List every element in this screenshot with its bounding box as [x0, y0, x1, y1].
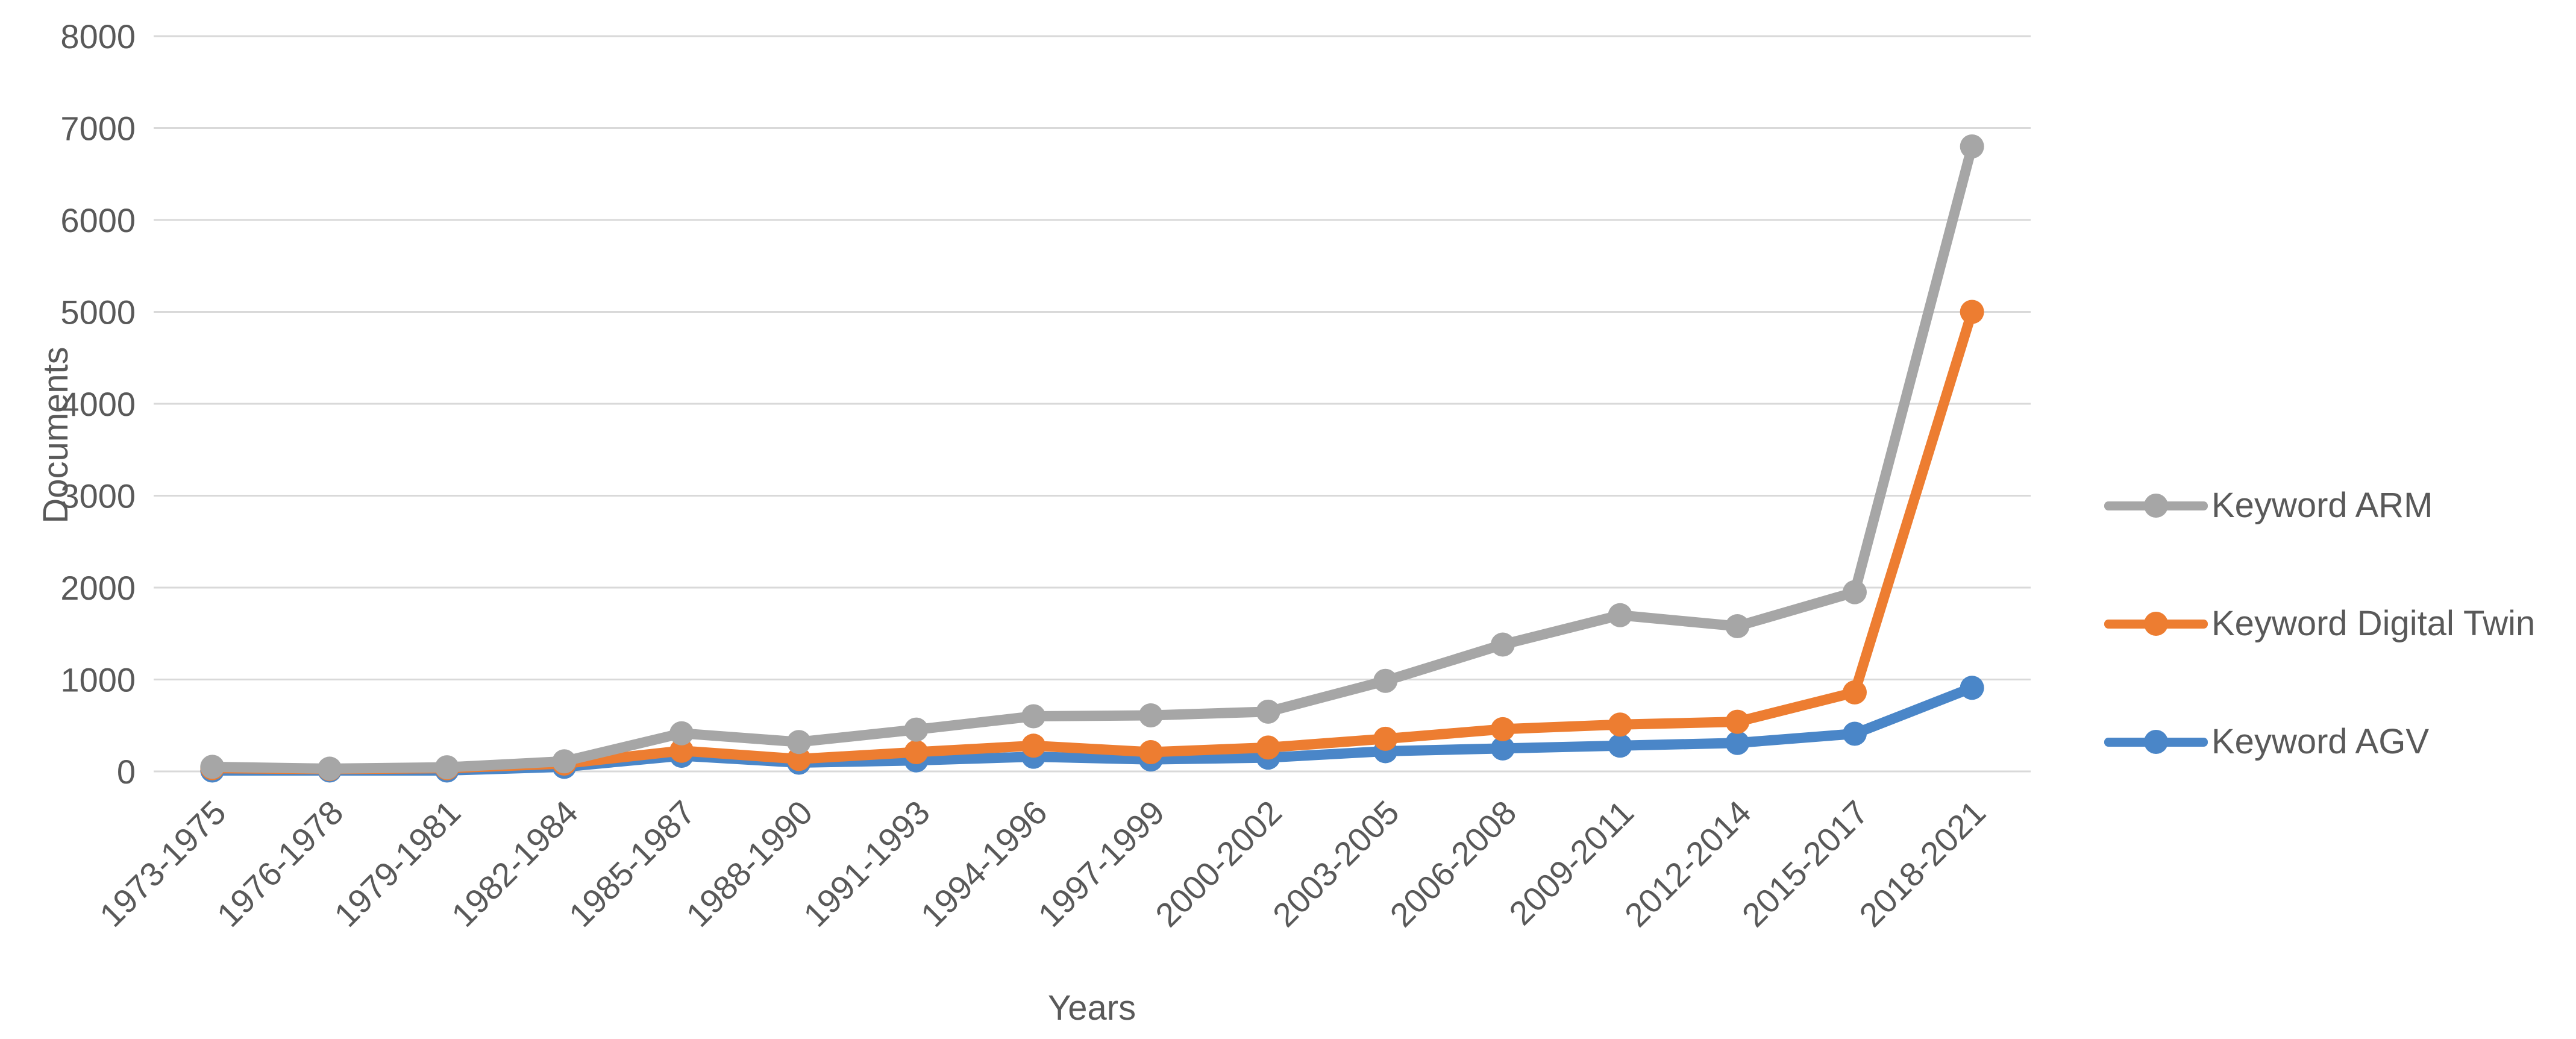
data-point-keyword-arm-2006-2008 — [1490, 632, 1515, 657]
data-point-keyword-arm-2018-2021 — [1960, 134, 1984, 159]
x-tick-label-1988-1990: 1988-1990 — [678, 793, 819, 934]
data-point-keyword-digital-twin-2006-2008 — [1490, 717, 1515, 741]
data-point-keyword-arm-1979-1981 — [434, 755, 459, 780]
legend-marker-line-dot — [2104, 729, 2208, 755]
x-tick-label-1979-1981: 1979-1981 — [327, 793, 468, 934]
data-point-keyword-digital-twin-1991-1993 — [904, 739, 929, 764]
data-point-keyword-arm-1982-1984 — [552, 749, 577, 774]
y-tick-label-5000: 5000 — [60, 293, 136, 331]
x-tick-label-1973-1975: 1973-1975 — [92, 793, 233, 934]
x-tick-label-2012-2014: 2012-2014 — [1617, 793, 1758, 934]
gridlines — [154, 35, 2031, 773]
data-point-keyword-arm-1988-1990 — [786, 730, 811, 755]
series-line-keyword-arm — [207, 141, 1978, 774]
legend-label: Keyword Digital Twin — [2211, 604, 2536, 643]
data-point-keyword-digital-twin-1988-1990 — [786, 747, 811, 771]
data-point-keyword-agv-2018-2021 — [1960, 676, 1984, 700]
data-point-keyword-arm-1973-1975 — [200, 755, 225, 779]
data-point-keyword-arm-2012-2014 — [1725, 614, 1750, 639]
data-point-keyword-arm-1997-1999 — [1138, 703, 1163, 727]
x-tick-label-1991-1993: 1991-1993 — [796, 793, 937, 934]
y-tick-label-8000: 8000 — [60, 17, 136, 55]
data-point-keyword-digital-twin-1994-1996 — [1021, 733, 1046, 758]
series-keyword-digital-twin — [200, 300, 1984, 782]
y-axis-title: Documents — [36, 347, 75, 523]
data-point-keyword-arm-1994-1996 — [1021, 704, 1046, 729]
data-point-keyword-digital-twin-2015-2017 — [1842, 680, 1867, 705]
x-tick-label-2018-2021: 2018-2021 — [1852, 793, 1993, 934]
x-tick-label-2000-2002: 2000-2002 — [1148, 793, 1289, 934]
data-point-keyword-arm-2003-2005 — [1373, 668, 1398, 693]
legend-label: Keyword ARM — [2211, 486, 2433, 525]
x-tick-label-2009-2011: 2009-2011 — [1502, 793, 1641, 932]
data-point-keyword-digital-twin-2003-2005 — [1373, 726, 1398, 751]
y-tick-label-7000: 7000 — [60, 110, 136, 148]
y-tick-label-3000: 3000 — [60, 477, 136, 515]
x-tick-label-1976-1978: 1976-1978 — [210, 793, 351, 934]
x-tick-label-1994-1996: 1994-1996 — [914, 793, 1055, 934]
data-point-keyword-agv-2009-2011 — [1608, 733, 1632, 758]
data-point-keyword-digital-twin-1997-1999 — [1138, 739, 1163, 764]
data-point-keyword-digital-twin-2009-2011 — [1608, 712, 1632, 737]
x-tick-label-1985-1987: 1985-1987 — [562, 793, 703, 934]
x-tick-label-2006-2008: 2006-2008 — [1382, 793, 1523, 934]
data-point-keyword-agv-2012-2014 — [1725, 730, 1750, 755]
legend-item-keyword-agv: Keyword AGV — [2104, 718, 2535, 765]
data-point-keyword-agv-2015-2017 — [1842, 721, 1867, 746]
series-line-keyword-agv — [207, 682, 1978, 776]
y-tick-label-6000: 6000 — [60, 201, 136, 239]
y-tick-label-2000: 2000 — [60, 569, 136, 607]
legend: Keyword ARM Keyword Digital Twin Keyword… — [2104, 482, 2535, 765]
data-point-keyword-arm-2015-2017 — [1842, 580, 1867, 604]
data-point-keyword-arm-2000-2002 — [1256, 699, 1280, 724]
x-tick-label-1997-1999: 1997-1999 — [1030, 793, 1171, 934]
series-line-keyword-digital-twin — [207, 307, 1978, 774]
y-tick-label-0: 0 — [117, 753, 136, 791]
data-point-keyword-digital-twin-2000-2002 — [1256, 735, 1280, 760]
x-tick-label-1982-1984: 1982-1984 — [444, 793, 585, 934]
x-axis-title: Years — [1048, 988, 1136, 1028]
data-point-keyword-arm-1985-1987 — [669, 721, 694, 746]
legend-marker-line-dot — [2104, 611, 2208, 637]
data-point-keyword-agv-2006-2008 — [1490, 736, 1515, 761]
data-point-keyword-arm-1991-1993 — [904, 717, 929, 742]
x-axis-category-labels: 1973-19751976-19781979-19811982-19841985… — [92, 793, 1993, 934]
series-keyword-arm — [200, 134, 1984, 781]
x-tick-label-2015-2017: 2015-2017 — [1735, 793, 1876, 934]
data-point-keyword-arm-1976-1978 — [318, 756, 342, 781]
series-layer — [200, 134, 1984, 783]
x-tick-label-2003-2005: 2003-2005 — [1265, 793, 1406, 934]
y-tick-label-4000: 4000 — [60, 385, 136, 423]
data-point-keyword-digital-twin-2012-2014 — [1725, 709, 1750, 734]
legend-label: Keyword AGV — [2211, 722, 2430, 761]
data-point-keyword-digital-twin-1985-1987 — [669, 738, 694, 763]
data-point-keyword-arm-2009-2011 — [1608, 603, 1632, 627]
data-point-keyword-digital-twin-2018-2021 — [1960, 300, 1984, 324]
legend-marker-line-dot — [2104, 492, 2208, 519]
legend-item-keyword-arm: Keyword ARM — [2104, 482, 2535, 529]
y-axis-tick-labels: 0 1000 2000 3000 4000 5000 6000 7000 8000 — [60, 17, 136, 791]
legend-item-keyword-digital-twin: Keyword Digital Twin — [2104, 600, 2535, 647]
y-tick-label-1000: 1000 — [60, 661, 136, 699]
